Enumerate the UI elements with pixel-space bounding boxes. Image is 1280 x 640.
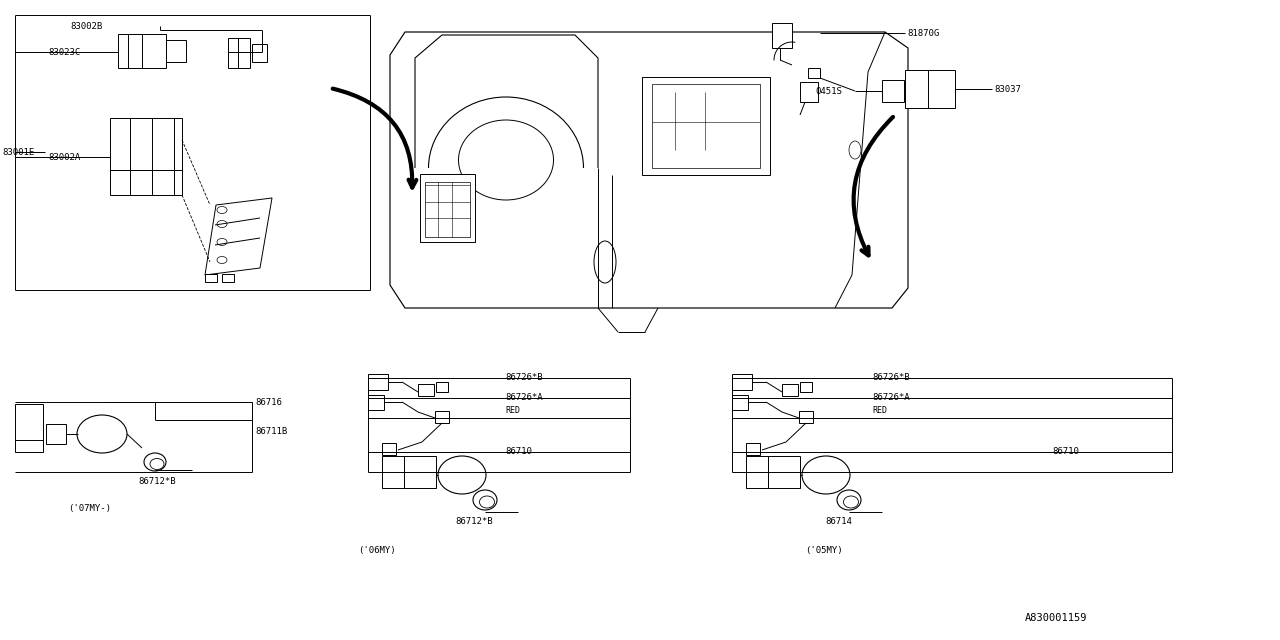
Text: 83001E: 83001E bbox=[3, 147, 35, 157]
Text: 83023C: 83023C bbox=[49, 47, 81, 56]
Bar bbox=[381, 456, 404, 488]
Text: 86710: 86710 bbox=[1052, 447, 1079, 456]
Text: 86710: 86710 bbox=[506, 447, 532, 456]
Text: 86711B: 86711B bbox=[255, 428, 287, 436]
Bar bbox=[732, 374, 753, 390]
Text: A830001159: A830001159 bbox=[1025, 613, 1088, 623]
Bar bbox=[205, 274, 218, 282]
Bar bbox=[746, 456, 768, 488]
Text: 83002B: 83002B bbox=[70, 22, 102, 31]
Bar bbox=[419, 384, 434, 396]
Text: 86726*B: 86726*B bbox=[506, 374, 543, 383]
Bar bbox=[882, 80, 904, 102]
Bar bbox=[800, 82, 818, 102]
Text: 83002A: 83002A bbox=[49, 152, 81, 161]
Bar bbox=[15, 404, 44, 442]
Text: ('06MY): ('06MY) bbox=[358, 545, 396, 554]
Bar bbox=[228, 38, 250, 68]
Text: 86726*B: 86726*B bbox=[872, 374, 910, 383]
Bar bbox=[643, 77, 771, 175]
Text: 86712*B: 86712*B bbox=[454, 518, 493, 527]
Text: RED: RED bbox=[872, 406, 887, 415]
Bar bbox=[808, 68, 820, 78]
Bar bbox=[772, 23, 792, 48]
Bar bbox=[221, 274, 234, 282]
Bar bbox=[799, 411, 813, 423]
Bar bbox=[166, 40, 186, 62]
Bar bbox=[732, 395, 748, 410]
Text: 81870G: 81870G bbox=[908, 29, 940, 38]
Bar bbox=[46, 424, 67, 444]
Bar bbox=[110, 118, 182, 170]
Bar bbox=[435, 411, 449, 423]
Text: 83037: 83037 bbox=[995, 84, 1021, 93]
Text: 0451S: 0451S bbox=[815, 88, 842, 97]
Text: RED: RED bbox=[506, 406, 520, 415]
Bar bbox=[381, 443, 396, 455]
Bar bbox=[118, 34, 166, 68]
Text: 86714: 86714 bbox=[826, 518, 852, 527]
Bar bbox=[782, 384, 797, 396]
Text: 86716: 86716 bbox=[255, 397, 282, 406]
Bar bbox=[15, 440, 44, 452]
Bar bbox=[746, 443, 760, 455]
Text: 86726*A: 86726*A bbox=[506, 394, 543, 403]
Bar bbox=[652, 84, 760, 168]
Bar bbox=[252, 44, 268, 62]
Bar bbox=[369, 374, 388, 390]
Bar bbox=[425, 182, 470, 237]
Bar bbox=[420, 174, 475, 242]
Bar bbox=[800, 382, 812, 392]
Bar bbox=[110, 170, 182, 195]
Bar bbox=[369, 395, 384, 410]
Bar bbox=[905, 70, 955, 108]
Bar bbox=[404, 456, 436, 488]
Text: ('05MY): ('05MY) bbox=[805, 545, 842, 554]
Text: ('07MY-): ('07MY-) bbox=[68, 504, 111, 513]
Text: 86712*B: 86712*B bbox=[138, 477, 175, 486]
Bar bbox=[436, 382, 448, 392]
Bar bbox=[768, 456, 800, 488]
Text: 86726*A: 86726*A bbox=[872, 394, 910, 403]
